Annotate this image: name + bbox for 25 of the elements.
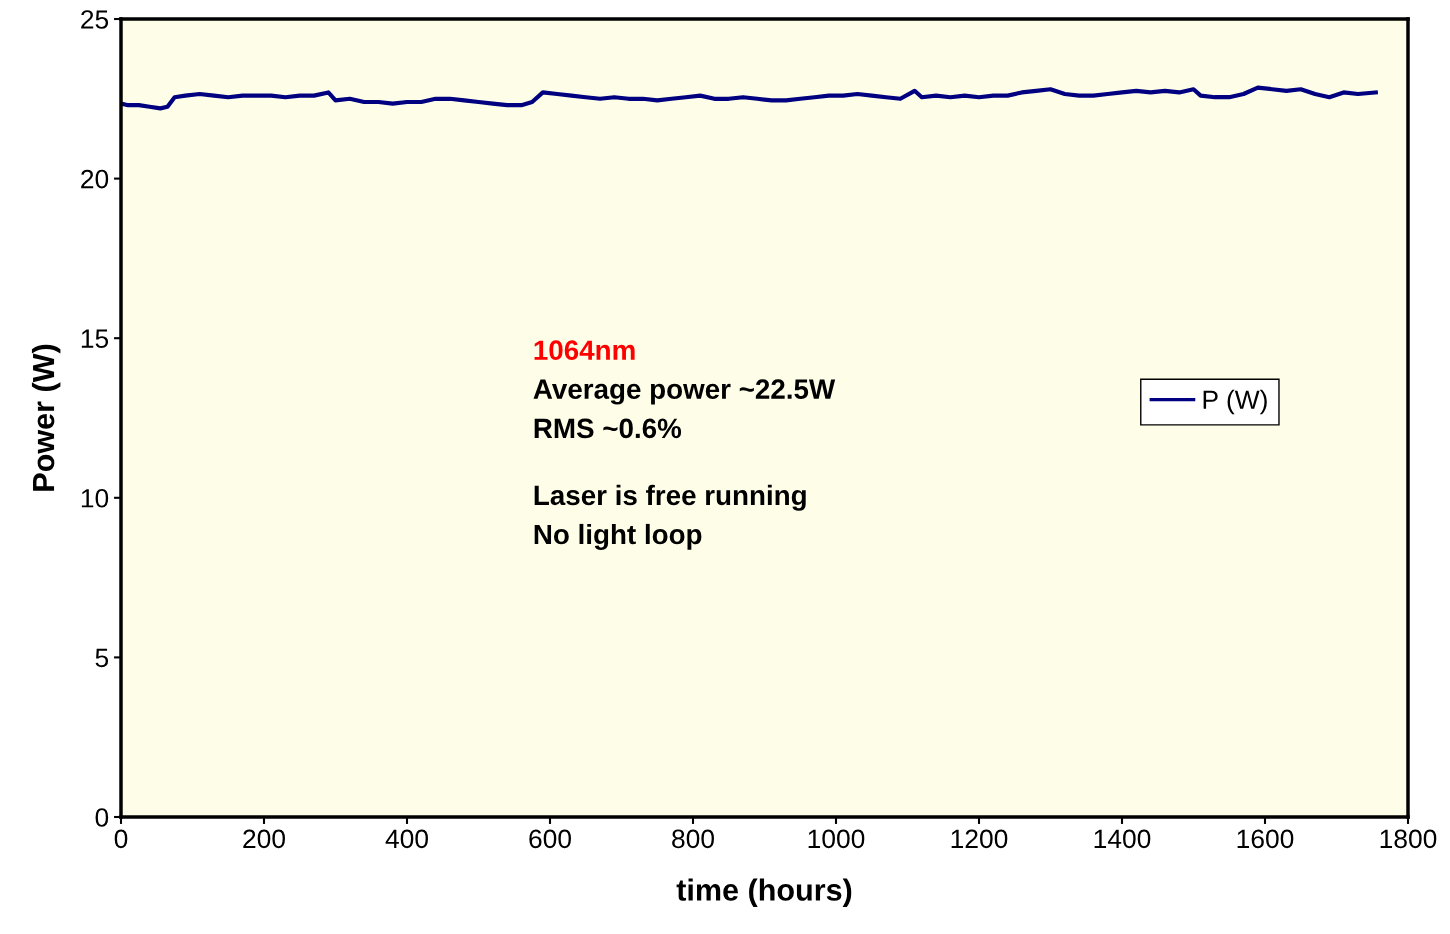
y-tick-label: 0	[95, 808, 109, 827]
x-tick-label: 400	[385, 829, 428, 849]
y-tick-label: 20	[81, 169, 109, 189]
x-tick-label: 1000	[808, 829, 865, 849]
x-tick-label: 0	[114, 829, 128, 849]
annotation: RMS ~0.6%	[534, 418, 682, 439]
x-tick-label: 1600	[1237, 829, 1294, 849]
x-tick-label: 600	[529, 829, 571, 849]
x-tick-label: 800	[672, 829, 714, 849]
y-tick-label: 10	[81, 488, 109, 508]
y-tick-label: 5	[95, 648, 109, 668]
y-tick-label: 25	[81, 10, 109, 29]
x-tick-label: 200	[243, 829, 285, 849]
y-tick-label: 15	[81, 329, 109, 349]
x-axis-title: time (hours)	[676, 878, 852, 907]
annotation: 1064nm	[534, 340, 635, 361]
x-tick-label: 1400	[1094, 829, 1151, 849]
line-series	[121, 85, 1378, 111]
annotation: No light loop	[534, 523, 702, 550]
x-tick-label: 1200	[951, 829, 1008, 849]
legend-label: P (W)	[1203, 389, 1267, 415]
annotation: Laser is free running	[534, 484, 806, 511]
x-tick-label: 1800	[1380, 829, 1437, 849]
y-axis-title: Power (W)	[31, 344, 61, 491]
annotation: Average power ~22.5W	[533, 379, 836, 405]
